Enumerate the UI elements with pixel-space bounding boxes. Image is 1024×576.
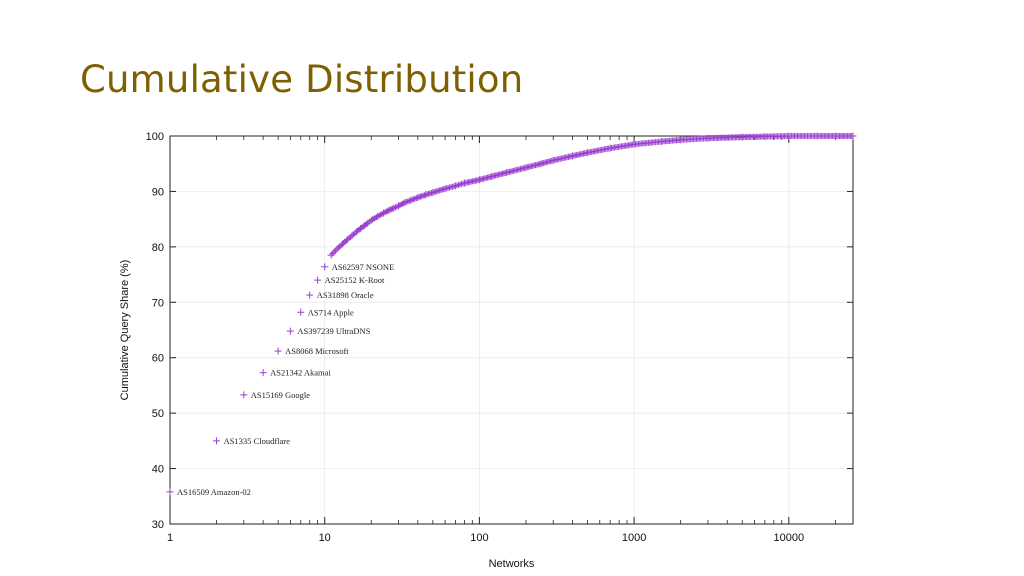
data-point-dense — [393, 203, 400, 210]
data-point — [274, 347, 282, 355]
data-point — [213, 437, 221, 445]
data-point-dense — [404, 198, 411, 205]
data-point-dense — [413, 195, 420, 202]
data-points — [166, 132, 857, 496]
y-tick-label: 80 — [152, 242, 164, 254]
data-point-dense — [384, 207, 391, 214]
x-tick-label: 10 — [319, 532, 331, 544]
data-point — [327, 251, 335, 259]
point-annotation: AS21342 Akamai — [270, 368, 331, 378]
data-point-dense — [358, 224, 365, 231]
y-tick-label: 30 — [152, 519, 164, 531]
data-point-dense — [388, 206, 395, 213]
point-annotation: AS31898 Oracle — [317, 290, 374, 300]
data-point-dense — [410, 196, 417, 203]
data-point-dense — [332, 247, 339, 254]
point-annotation: AS16509 Amazon-02 — [177, 487, 251, 497]
data-point-dense — [336, 243, 343, 250]
plot-frame — [169, 135, 854, 525]
data-point — [306, 291, 314, 299]
point-annotation: AS397239 UltraDNS — [297, 326, 370, 336]
data-point-dense — [568, 153, 575, 160]
point-annotation: AS62597 NSONE — [332, 262, 395, 272]
data-point-dense — [605, 145, 612, 152]
slide-title: Cumulative Distribution — [80, 58, 524, 101]
data-point-dense — [440, 186, 447, 193]
data-point — [286, 327, 294, 335]
x-tick-label: 100 — [470, 532, 488, 544]
data-point-dense — [412, 195, 419, 202]
data-point-dense — [398, 201, 405, 208]
point-annotation: AS15169 Google — [251, 390, 310, 400]
data-point-dense — [487, 173, 494, 180]
y-tick-label: 40 — [152, 464, 164, 476]
x-axis-title: Networks — [489, 558, 535, 570]
annotations: AS16509 Amazon-02 AS1335 Cloudflare AS1516… — [177, 262, 394, 497]
data-point-dense — [403, 198, 410, 205]
data-point-dense — [399, 200, 406, 207]
x-tick-label: 1 — [167, 532, 173, 544]
data-point-dense — [341, 238, 348, 245]
data-point — [321, 263, 329, 271]
data-point-dense — [400, 200, 407, 207]
data-point-dense — [389, 205, 396, 212]
data-point-dense — [548, 157, 555, 164]
point-annotation: AS8068 Microsoft — [285, 346, 349, 356]
data-point — [166, 488, 174, 496]
y-tick-label: 50 — [152, 408, 164, 420]
data-point-dense — [383, 208, 390, 215]
data-point-dense — [475, 177, 482, 184]
data-point-dense — [366, 218, 373, 225]
data-point-dense — [428, 189, 435, 196]
data-point-dense — [536, 161, 543, 168]
data-point-dense — [354, 227, 361, 234]
data-point — [297, 308, 305, 316]
x-tick-label: 10000 — [774, 532, 805, 544]
grid-lines — [169, 135, 853, 525]
data-point-dense — [409, 196, 416, 203]
data-point-dense — [406, 197, 413, 204]
point-annotation: AS25152 K-Root — [325, 275, 385, 285]
y-axis-title: Cumulative Query Share (%) — [119, 260, 131, 401]
data-point — [314, 276, 322, 284]
data-point-dense — [381, 209, 388, 216]
data-point — [259, 369, 267, 377]
data-point-dense — [331, 249, 338, 256]
point-annotation: AS1335 Cloudflare — [224, 436, 291, 446]
data-point-dense — [329, 250, 336, 257]
data-point-dense — [362, 221, 369, 228]
y-tick-label: 90 — [152, 186, 164, 198]
data-point-dense — [347, 234, 354, 241]
y-tick-label: 60 — [152, 353, 164, 365]
data-point-dense — [450, 183, 457, 190]
y-tick-label: 100 — [146, 131, 164, 143]
data-point — [240, 391, 248, 399]
x-tick-label: 1000 — [622, 532, 646, 544]
axes — [169, 135, 854, 525]
data-point-dense — [521, 164, 528, 171]
y-tick-label: 70 — [152, 297, 164, 309]
data-point-dense — [583, 149, 590, 156]
data-point-dense — [396, 202, 403, 209]
data-point-dense — [372, 214, 379, 221]
point-annotation: AS714 Apple — [308, 307, 354, 317]
data-point-dense — [421, 192, 428, 199]
data-point-dense — [459, 180, 466, 187]
data-point-dense — [848, 133, 855, 139]
data-point-dense — [502, 169, 509, 176]
data-point-dense — [377, 211, 384, 218]
data-point-dense — [350, 231, 357, 238]
